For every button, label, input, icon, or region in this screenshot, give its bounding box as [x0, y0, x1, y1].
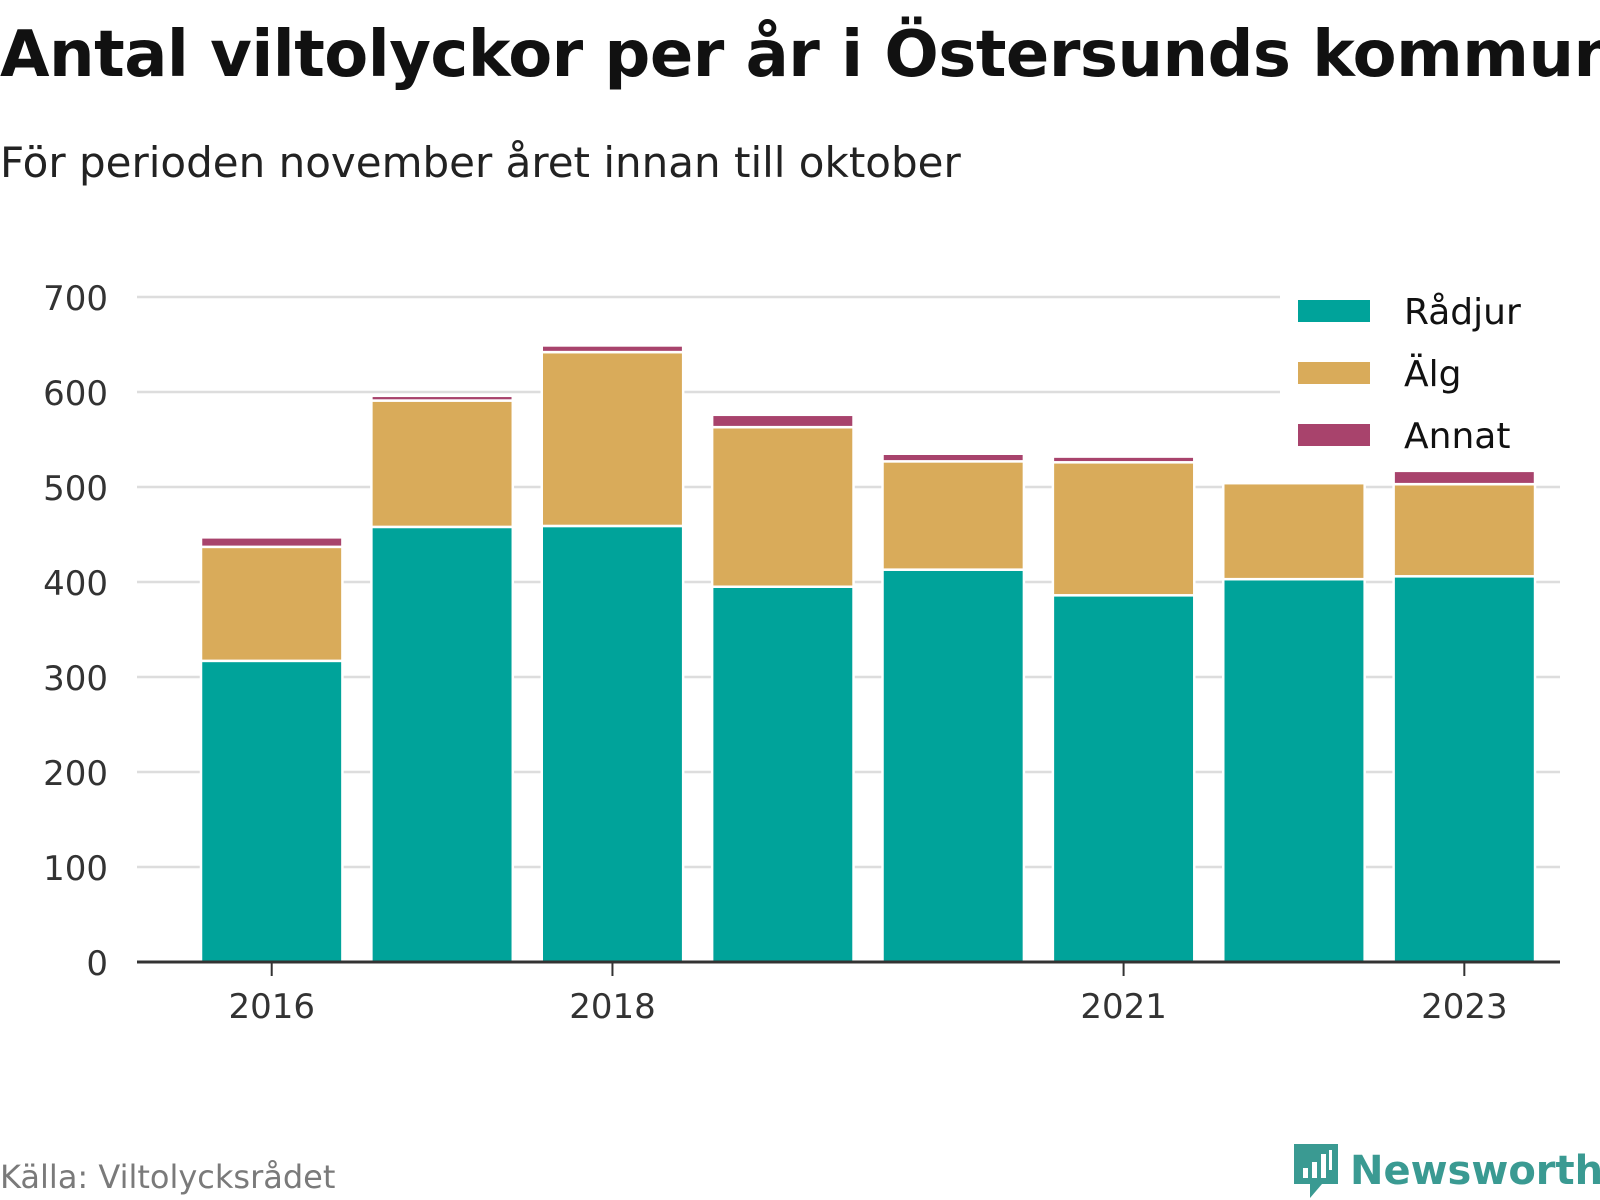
- x-tick-label: 2016: [228, 987, 315, 1027]
- legend-label: Älg: [1404, 353, 1461, 395]
- x-tick-label: 2021: [1080, 987, 1167, 1027]
- bar-segment: [199, 545, 344, 663]
- bar-segment: [540, 344, 685, 354]
- bars: [199, 344, 1537, 964]
- newsworthy-brand: Newsworthy: [1292, 1142, 1600, 1200]
- brand-name: Newsworthy: [1350, 1148, 1600, 1194]
- bar-segment: [1392, 575, 1537, 964]
- legend: Rådjur Älg Annat: [1280, 288, 1560, 458]
- bar-segment: [1051, 594, 1196, 964]
- bar-segment: [1222, 577, 1366, 964]
- x-tick-label: 2023: [1421, 987, 1508, 1027]
- chart-title: Antal viltolyckor per år i Östersunds ko…: [0, 18, 1600, 92]
- y-tick-label: 500: [43, 469, 108, 509]
- y-tick-label: 400: [43, 564, 108, 604]
- bar-segment: [540, 524, 685, 964]
- y-tick-label: 200: [43, 754, 108, 794]
- bar-segment: [881, 460, 1026, 571]
- source-note: Källa: Viltolycksrådet: [0, 1158, 336, 1196]
- y-tick-label: 100: [43, 849, 108, 889]
- bar-segment: [199, 536, 344, 549]
- y-tick-label: 700: [43, 279, 108, 319]
- y-tick-label: 0: [86, 944, 108, 984]
- bar-segment: [199, 659, 344, 964]
- bar-segment: [1051, 455, 1196, 464]
- bar-segment: [881, 452, 1026, 463]
- y-tick-label: 600: [43, 374, 108, 414]
- legend-swatch: [1298, 424, 1370, 446]
- newsworthy-logo-icon: [1294, 1144, 1338, 1198]
- bar-segment: [1392, 469, 1537, 486]
- legend-label: Rådjur: [1404, 292, 1521, 333]
- bar-segment: [370, 525, 515, 964]
- bar-segment: [881, 568, 1026, 964]
- bar-segment: [370, 394, 515, 402]
- axes: 0 100 200 300 400 500 600 700 2016 2018 2021 2023: [43, 279, 1560, 1027]
- legend-swatch: [1298, 362, 1370, 384]
- bar-segment: [1051, 461, 1196, 597]
- bar-segment: [1222, 481, 1366, 581]
- x-tick-label: 2018: [569, 987, 656, 1027]
- legend-swatch: [1298, 300, 1370, 322]
- bar-segment: [710, 585, 855, 964]
- bar-segment: [1392, 482, 1537, 578]
- chart-subtitle: För perioden november året innan till ok…: [0, 138, 961, 187]
- y-tick-label: 300: [43, 659, 108, 699]
- bar-segment: [540, 350, 685, 528]
- stacked-bar-chart: 0 100 200 300 400 500 600 700 2016 2018 2021 2023 R…: [43, 279, 1560, 1027]
- bar-segment: [370, 399, 515, 529]
- bar-segment: [710, 413, 855, 429]
- bar-segment: [710, 425, 855, 588]
- legend-label: Annat: [1404, 416, 1510, 457]
